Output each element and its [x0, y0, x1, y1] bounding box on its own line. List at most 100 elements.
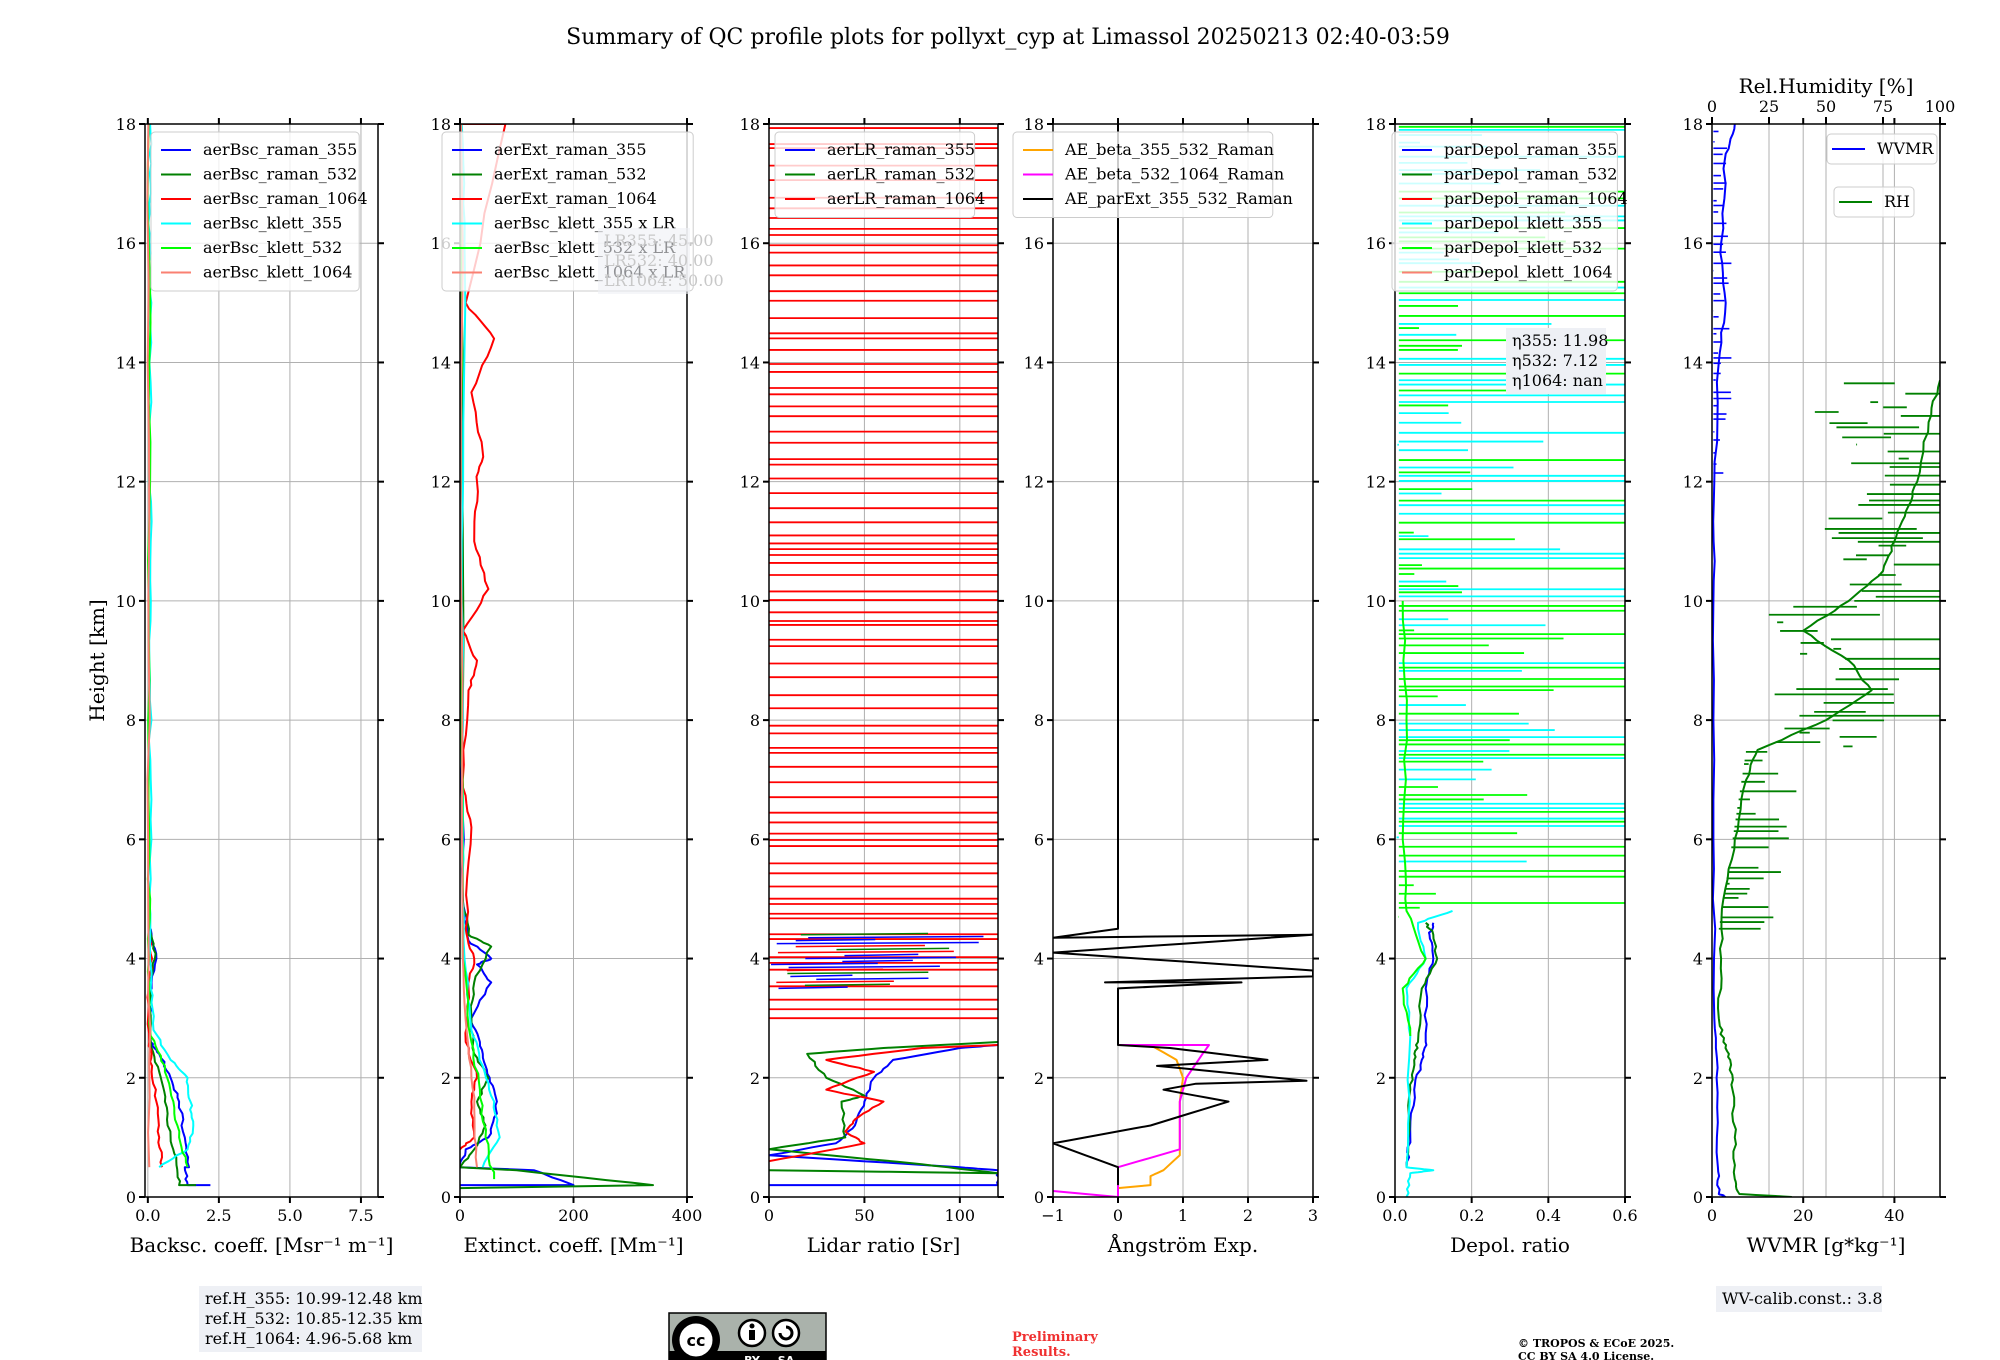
annotation-line: ref.H_355: 10.99-12.48 km: [205, 1289, 423, 1308]
y-tick-label: 4: [441, 950, 451, 969]
plot-area: [1396, 125, 1625, 1197]
badge-bottom-bar: [669, 1351, 826, 1360]
y-tick-label: 0: [1376, 1188, 1386, 1207]
y-tick-label: 12: [1024, 473, 1044, 492]
series-line-aerlr-raman-532: [769, 1041, 998, 1175]
y-tick-label: 2: [1376, 1069, 1386, 1088]
series-line-aerbsc-klett-1064: [146, 124, 152, 1168]
y-tick-label: 0: [1034, 1188, 1044, 1207]
annotation-line: ref.H_532: 10.85-12.35 km: [205, 1309, 423, 1328]
annotation-line: LR1064: 50.00: [604, 271, 724, 290]
y-tick-label: 2: [750, 1069, 760, 1088]
x2-tick-label: 100: [1925, 97, 1956, 116]
y-tick-label: 12: [740, 473, 760, 492]
noise-spike: [786, 968, 883, 972]
y-tick-label: 2: [126, 1069, 136, 1088]
x2-tick-label: 0: [1707, 97, 1717, 116]
badge-sa-label: SA: [778, 1354, 795, 1360]
y-tick-label: 0: [1693, 1188, 1703, 1207]
y-tick-label: 18: [1366, 115, 1386, 134]
preliminary-label-2: Results.: [1012, 1345, 1071, 1360]
y-tick-label: 0: [441, 1188, 451, 1207]
legend-box: [1391, 131, 1618, 292]
series-line-rh: [1717, 380, 1940, 1197]
annotation-box: WV-calib.const.: 3.8: [1716, 1286, 1883, 1312]
y-tick-label: 14: [1683, 353, 1703, 372]
panel-depolarization: 0 2 4 6 8 10 12 14 16 18 0.0 0.2 0.4 0.6 Depol. ratio p…: [1366, 115, 1638, 1257]
y-tick-label: 6: [1693, 830, 1703, 849]
y-tick-label: 6: [126, 830, 136, 849]
series-line-ae-beta-532-1064-raman: [1053, 1044, 1210, 1197]
y-tick-label: 18: [1024, 115, 1044, 134]
legend-entry: WVMR: [1877, 139, 1934, 158]
y-tick-label: 4: [1376, 950, 1386, 969]
axes-frame: [144, 123, 379, 1198]
noise-spike: [804, 983, 890, 987]
series-line-ae-parext-355-532-raman: [1053, 124, 1313, 1186]
x-tick-label: 0: [455, 1206, 465, 1225]
y-tick-label: 6: [441, 830, 451, 849]
y-tick-label: 2: [1693, 1069, 1703, 1088]
x-tick-label: 7.5: [348, 1206, 373, 1225]
x-tick-label: 0.4: [1536, 1206, 1561, 1225]
legend-entry: aerExt_raman_355: [494, 140, 647, 159]
y-tick-label: 16: [740, 234, 760, 253]
legend-entry: parDepol_klett_532: [1444, 238, 1602, 257]
x-tick-label: 3: [1308, 1206, 1318, 1225]
series-line-pardepol-klett-355: [1405, 909, 1453, 1197]
y-tick-label: 10: [1024, 592, 1044, 611]
y-tick-label: 0: [126, 1188, 136, 1207]
y-tick-label: 8: [750, 711, 760, 730]
y-tick-label: 18: [116, 115, 136, 134]
x2-tick-label: 25: [1759, 97, 1779, 116]
legend-box: [1012, 131, 1274, 218]
y-tick-label: 6: [1376, 830, 1386, 849]
legend-entry: RH: [1884, 192, 1910, 211]
x-tick-label: 0.0: [1382, 1206, 1407, 1225]
y-tick-label: 14: [1366, 353, 1386, 372]
x-axis-label: Extinct. coeff. [Mm⁻¹]: [463, 1233, 683, 1257]
y-tick-label: 4: [750, 950, 760, 969]
legend-box: [150, 131, 360, 292]
legend-box: [774, 131, 976, 218]
preliminary-label-1: Preliminary: [1012, 1330, 1098, 1345]
y-tick-label: 8: [441, 711, 451, 730]
x-tick-label: 0.0: [135, 1206, 160, 1225]
y-axis-label: Height [km]: [85, 599, 109, 721]
legend-entry: parDepol_raman_355: [1444, 140, 1617, 159]
cc-icon: [676, 1320, 716, 1360]
series-line-wvmr: [1712, 124, 1736, 1197]
y-tick-label: 14: [431, 353, 451, 372]
y-tick-label: 10: [740, 592, 760, 611]
figure-title: Summary of QC profile plots for pollyxt_…: [566, 25, 1450, 50]
noise-spike: [842, 959, 913, 963]
x-axis-label: Lidar ratio [Sr]: [807, 1233, 961, 1257]
x2-tick-label: 75: [1873, 97, 1893, 116]
series-line-aerext-raman-532: [460, 124, 654, 1190]
noise-spike: [790, 974, 853, 978]
legend-entry: aerLR_raman_1064: [827, 189, 985, 208]
x-axis-label: Backsc. coeff. [Msr⁻¹ m⁻¹]: [130, 1233, 394, 1257]
share-alike-icon: [771, 1318, 801, 1348]
series-line-aerlr-raman-1064: [769, 1044, 998, 1163]
copyright-line-1: © TROPOS & ECoE 2025.: [1518, 1337, 1674, 1350]
grid: [768, 123, 998, 1198]
y-tick-label: 8: [126, 711, 136, 730]
x-axis-label: WVMR [g*kg⁻¹]: [1747, 1233, 1906, 1257]
noise-spike: [816, 977, 929, 981]
y-tick-label: 14: [116, 353, 136, 372]
legend-entry: aerExt_raman_532: [494, 165, 647, 184]
annotation-background: [598, 228, 690, 294]
x-tick-label: 0: [764, 1206, 774, 1225]
y-tick-label: 2: [1034, 1069, 1044, 1088]
legend-entry: parDepol_raman_532: [1444, 165, 1617, 184]
x2-axis-label: Rel.Humidity [%]: [1739, 74, 1914, 98]
cc-license-badge[interactable]: cc BY SA: [668, 1312, 827, 1360]
y-tick-label: 12: [1366, 473, 1386, 492]
x-tick-label: 100: [945, 1206, 976, 1225]
legend-entry: aerBsc_klett_355 x LR: [494, 214, 676, 233]
